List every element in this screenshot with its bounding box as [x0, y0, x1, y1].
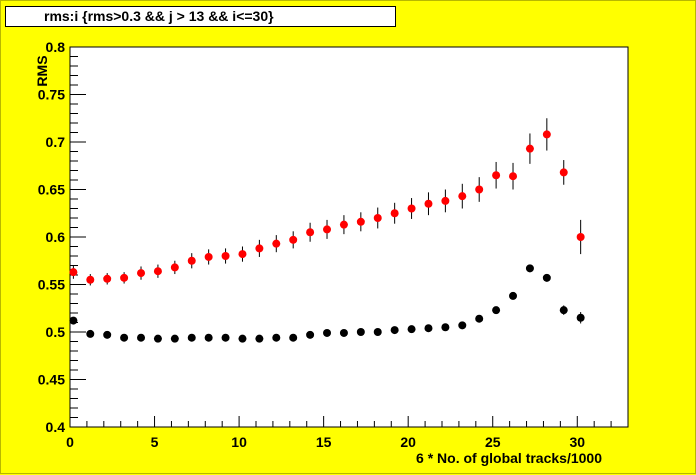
data-point: [204, 252, 213, 261]
data-point: [306, 228, 315, 237]
data-point: [458, 192, 467, 201]
data-point: [407, 204, 416, 213]
data-point: [170, 263, 179, 272]
data-point: [559, 168, 568, 177]
data-point: [576, 233, 585, 241]
data-point: [390, 326, 399, 335]
data-point: [339, 328, 348, 337]
data-point: [238, 250, 247, 259]
data-point: [137, 333, 146, 342]
y-tick-label: 0.5: [46, 324, 66, 340]
data-point: [255, 334, 264, 343]
data-point: [272, 239, 281, 248]
data-point: [69, 268, 78, 277]
data-point: [187, 333, 196, 342]
x-tick-label: 5: [151, 434, 159, 450]
data-point: [492, 306, 501, 315]
data-point: [221, 252, 230, 260]
chart-title: rms:i {rms>0.3 && j > 13 && i<=30}: [5, 6, 396, 27]
data-point: [86, 275, 95, 284]
y-tick-label: 0.4: [46, 419, 66, 435]
data-point: [289, 235, 298, 244]
data-point: [373, 328, 382, 336]
data-point: [373, 214, 382, 222]
data-point: [170, 334, 179, 343]
data-point: [542, 130, 551, 139]
data-point: [306, 330, 315, 339]
data-point: [424, 324, 433, 333]
data-point: [86, 329, 95, 338]
data-point: [441, 323, 450, 332]
y-tick-label: 0.55: [38, 277, 65, 293]
data-point: [576, 313, 585, 322]
data-point: [120, 273, 129, 282]
y-tick-label: 0.75: [38, 87, 65, 103]
data-point: [187, 256, 196, 265]
data-point: [153, 267, 162, 276]
data-point: [69, 316, 78, 325]
data-point: [492, 171, 501, 180]
data-point: [289, 333, 298, 342]
data-point: [323, 328, 332, 337]
x-axis-label: 6 * No. of global tracks/1000: [416, 450, 602, 466]
data-point: [153, 334, 162, 343]
data-point: [255, 244, 264, 253]
data-point: [323, 225, 332, 234]
x-tick-label: 20: [400, 434, 416, 450]
x-tick-label: 25: [485, 434, 501, 450]
data-point: [525, 144, 534, 153]
data-point: [272, 333, 281, 342]
data-point: [103, 274, 112, 283]
data-point: [559, 306, 568, 315]
y-tick-label: 0.45: [38, 372, 65, 388]
marks-layer: [69, 118, 585, 343]
data-point: [356, 217, 365, 226]
data-point: [509, 172, 518, 181]
data-point: [221, 333, 230, 342]
data-point: [204, 333, 213, 342]
data-point: [475, 314, 484, 323]
y-tick-label: 0.8: [46, 39, 66, 55]
plot-frame: [69, 46, 629, 428]
data-point: [390, 209, 399, 218]
data-point: [339, 220, 348, 229]
data-point: [356, 328, 365, 336]
data-point: [458, 321, 467, 330]
y-axis-label: RMS: [34, 55, 50, 86]
y-tick-label: 0.7: [46, 134, 66, 150]
data-point: [238, 334, 247, 343]
data-point: [441, 196, 450, 205]
axes-layer: 0 5 10 15 20 25 30 0.4 0.45 0.5 0.55 0.6 0.65 0.7 0.75…: [38, 39, 629, 450]
x-tick-label: 15: [316, 434, 332, 450]
data-point: [525, 264, 534, 273]
y-tick-label: 0.65: [38, 182, 65, 198]
data-point: [103, 330, 112, 339]
x-tick-label: 10: [231, 434, 247, 450]
data-point: [542, 273, 551, 282]
x-tick-label: 30: [569, 434, 585, 450]
data-point: [509, 291, 518, 300]
y-tick-label: 0.6: [46, 229, 66, 245]
data-point: [120, 333, 129, 342]
data-point: [407, 325, 416, 334]
data-point: [137, 269, 146, 278]
data-point: [424, 199, 433, 208]
x-tick-label: 0: [66, 434, 74, 450]
data-point: [475, 185, 484, 194]
